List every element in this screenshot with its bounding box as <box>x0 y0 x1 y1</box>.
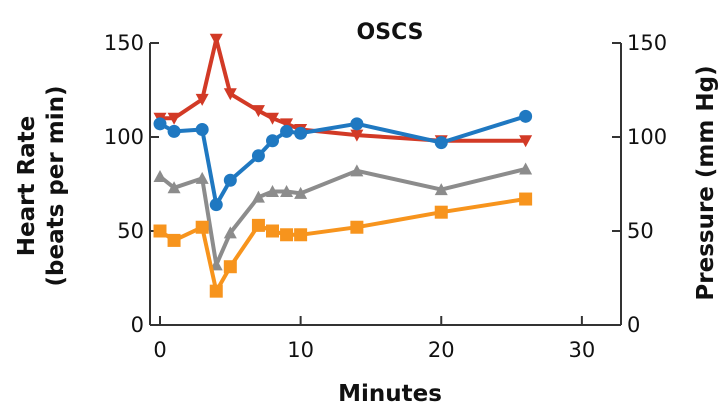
y-right-tick-label: 50 <box>627 219 654 243</box>
series-3-point <box>350 220 364 234</box>
series-0-point <box>519 135 533 148</box>
series-0-line <box>160 37 526 143</box>
series-3-point <box>223 260 237 274</box>
series-1-point <box>153 117 167 131</box>
series-0-point <box>266 112 279 125</box>
y-left-tick-label: 100 <box>104 125 144 149</box>
series-2 <box>153 162 533 271</box>
series-1-point <box>350 117 364 131</box>
series-3-point <box>153 224 167 238</box>
series-2-point <box>195 171 209 184</box>
series-1 <box>153 109 533 212</box>
x-tick-label: 10 <box>287 338 314 362</box>
x-tick-label: 30 <box>569 338 596 362</box>
series-2-point <box>519 162 533 175</box>
series-2-line <box>158 167 527 267</box>
series-layer <box>153 33 533 298</box>
series-2-point <box>350 164 364 177</box>
series-1-point <box>167 124 181 138</box>
series-3-point <box>167 233 181 247</box>
series-2-point <box>266 185 279 198</box>
series-1-point <box>280 124 294 138</box>
y-right-tick-label: 0 <box>627 313 640 337</box>
x-axis-title: Minutes <box>338 381 442 407</box>
series-0-point <box>280 118 294 131</box>
series-3 <box>153 192 533 298</box>
y-left-axis-title-line-1: Heart Rate <box>14 116 40 257</box>
series-2-point <box>434 183 448 196</box>
axes: 0 50 100 150 0 50 100 150 0 10 20 30 <box>104 31 667 362</box>
series-3-point <box>294 228 308 242</box>
series-3-point <box>251 218 265 232</box>
x-tick-label: 0 <box>153 338 166 362</box>
series-2-point <box>223 226 237 239</box>
series-3-point <box>266 224 279 238</box>
series-2-point <box>294 186 308 199</box>
series-1-line <box>159 114 527 207</box>
y-left-tick-label: 50 <box>117 219 144 243</box>
y-left-tick-label: 0 <box>131 313 144 337</box>
series-3-point <box>195 220 209 234</box>
series-2-point <box>153 169 167 182</box>
series-3-point <box>519 192 533 206</box>
series-3-point <box>280 228 294 242</box>
chart-title: OSCS <box>357 20 424 45</box>
series-2-point <box>280 185 294 198</box>
y-left-tick-label: 150 <box>104 31 144 55</box>
series-2-point <box>251 190 265 203</box>
series-2-point <box>167 181 181 194</box>
series-1-point <box>251 149 265 163</box>
series-1-point <box>434 136 448 150</box>
series-0-point <box>167 112 181 125</box>
series-1-point <box>223 173 237 187</box>
series-1-point <box>266 134 279 148</box>
series-0-point <box>209 33 223 46</box>
y-left-axis-title: Heart Rate (beats per min) <box>14 86 69 287</box>
y-right-tick-label: 100 <box>627 125 667 149</box>
series-1-point <box>519 109 533 123</box>
series-0-point <box>195 93 209 106</box>
series-0-point <box>223 88 237 101</box>
y-right-tick-label: 150 <box>627 31 667 55</box>
series-1-point <box>294 126 308 140</box>
series-0-point <box>350 129 364 142</box>
series-0-point <box>251 105 265 118</box>
series-1-point <box>195 122 209 136</box>
series-3-point <box>434 205 448 219</box>
series-3-point <box>209 284 223 298</box>
y-right-axis-title: Pressure (mm Hg) <box>693 65 719 300</box>
series-1-point <box>209 198 223 212</box>
x-tick-label: 20 <box>428 338 455 362</box>
y-left-axis-title-line-2: (beats per min) <box>43 86 69 287</box>
